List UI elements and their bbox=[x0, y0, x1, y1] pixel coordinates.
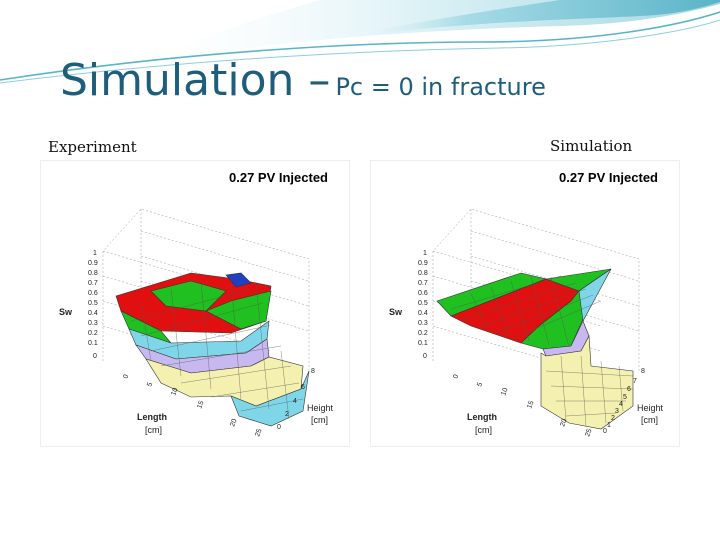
length-tick: 25 bbox=[584, 428, 593, 438]
simulation-height-unit: [cm] bbox=[641, 415, 658, 425]
z-tick: 0 bbox=[93, 353, 97, 360]
simulation-plot-title: 0.27 PV Injected bbox=[559, 170, 658, 185]
height-tick: 2 bbox=[285, 411, 289, 418]
z-tick: 0.1 bbox=[88, 340, 98, 347]
experiment-height-unit: [cm] bbox=[311, 415, 328, 425]
z-tick: 0.9 bbox=[88, 260, 98, 267]
length-tick: 15 bbox=[526, 400, 535, 410]
experiment-plot-panel: 0.27 PV Injected Sw 1 0.9 0.8 0.7 0.6 0.… bbox=[40, 160, 350, 447]
experiment-height-ticks: 0 2 4 6 8 bbox=[277, 368, 315, 431]
experiment-length-ticks: 0 5 10 15 20 25 bbox=[122, 374, 263, 438]
length-tick: 20 bbox=[229, 418, 238, 428]
height-tick: 5 bbox=[623, 394, 627, 401]
header-wave-decoration bbox=[0, 0, 720, 84]
z-tick: 0.8 bbox=[418, 270, 428, 277]
z-tick: 0 bbox=[423, 353, 427, 360]
experiment-height-label: Height bbox=[307, 403, 334, 413]
z-tick: 0.6 bbox=[88, 290, 98, 297]
simulation-z-ticks: 1 0.9 0.8 0.7 0.6 0.5 0.4 0.3 0.2 0.1 0 bbox=[418, 250, 428, 360]
length-tick: 0 bbox=[452, 374, 460, 380]
length-tick: 5 bbox=[476, 382, 484, 388]
simulation-surface bbox=[436, 268, 634, 430]
simulation-sw-label: Sw bbox=[389, 307, 403, 317]
height-tick: 4 bbox=[619, 401, 623, 408]
simulation-length-unit: [cm] bbox=[475, 425, 492, 435]
z-tick: 0.5 bbox=[88, 300, 98, 307]
z-tick: 0.1 bbox=[418, 340, 428, 347]
z-tick: 0.7 bbox=[418, 280, 428, 287]
title-sub: Pc = 0 in fracture bbox=[335, 73, 546, 101]
height-tick: 1 bbox=[607, 422, 611, 429]
z-tick: 0.4 bbox=[418, 310, 428, 317]
height-tick: 8 bbox=[311, 368, 315, 375]
length-tick: 5 bbox=[146, 382, 154, 388]
simulation-height-label: Height bbox=[637, 403, 664, 413]
experiment-length-label: Length bbox=[137, 412, 167, 422]
height-tick: 4 bbox=[293, 398, 297, 405]
height-tick: 3 bbox=[615, 408, 619, 415]
experiment-label: Experiment bbox=[48, 138, 137, 156]
experiment-length-unit: [cm] bbox=[145, 425, 162, 435]
length-tick: 25 bbox=[254, 428, 263, 438]
z-tick: 0.5 bbox=[418, 300, 428, 307]
z-tick: 0.2 bbox=[418, 330, 428, 337]
z-tick: 0.7 bbox=[88, 280, 98, 287]
height-tick: 8 bbox=[641, 368, 645, 375]
experiment-sw-label: Sw bbox=[59, 307, 73, 317]
z-tick: 0.4 bbox=[88, 310, 98, 317]
height-tick: 6 bbox=[301, 384, 305, 391]
length-tick: 20 bbox=[559, 418, 568, 428]
title-main: Simulation – bbox=[60, 55, 331, 106]
height-tick: 2 bbox=[611, 415, 615, 422]
experiment-plot-title: 0.27 PV Injected bbox=[229, 170, 328, 185]
z-tick: 0.3 bbox=[418, 320, 428, 327]
simulation-surface-mesh bbox=[450, 275, 634, 427]
length-tick: 15 bbox=[196, 400, 205, 410]
slide-title: Simulation – Pc = 0 in fracture bbox=[60, 55, 546, 106]
height-tick: 0 bbox=[277, 424, 281, 431]
experiment-surface-plot: 0.27 PV Injected Sw 1 0.9 0.8 0.7 0.6 0.… bbox=[59, 170, 334, 438]
simulation-plot-panel: 0.27 PV Injected Sw 1 0.9 0.8 0.7 0.6 0.… bbox=[370, 160, 680, 447]
simulation-length-label: Length bbox=[467, 412, 497, 422]
z-tick: 1 bbox=[423, 250, 427, 257]
height-tick: 7 bbox=[633, 378, 637, 385]
experiment-surface-mesh bbox=[130, 278, 304, 420]
length-tick: 10 bbox=[170, 387, 179, 397]
height-tick: 0 bbox=[603, 428, 607, 435]
simulation-height-ticks: 0 1 2 3 4 5 6 7 8 bbox=[603, 368, 645, 435]
z-tick: 0.2 bbox=[88, 330, 98, 337]
simulation-surface-plot: 0.27 PV Injected Sw 1 0.9 0.8 0.7 0.6 0.… bbox=[389, 170, 664, 438]
experiment-surface bbox=[115, 272, 310, 427]
height-tick: 6 bbox=[627, 386, 631, 393]
length-tick: 10 bbox=[500, 387, 509, 397]
z-tick: 0.6 bbox=[418, 290, 428, 297]
z-tick: 0.8 bbox=[88, 270, 98, 277]
experiment-z-ticks: 1 0.9 0.8 0.7 0.6 0.5 0.4 0.3 0.2 0.1 0 bbox=[88, 250, 98, 360]
z-tick: 0.9 bbox=[418, 260, 428, 267]
length-tick: 0 bbox=[122, 374, 130, 380]
simulation-label: Simulation bbox=[550, 137, 633, 155]
simulation-length-ticks: 0 5 10 15 20 25 bbox=[452, 374, 593, 438]
z-tick: 0.3 bbox=[88, 320, 98, 327]
z-tick: 1 bbox=[93, 250, 97, 257]
